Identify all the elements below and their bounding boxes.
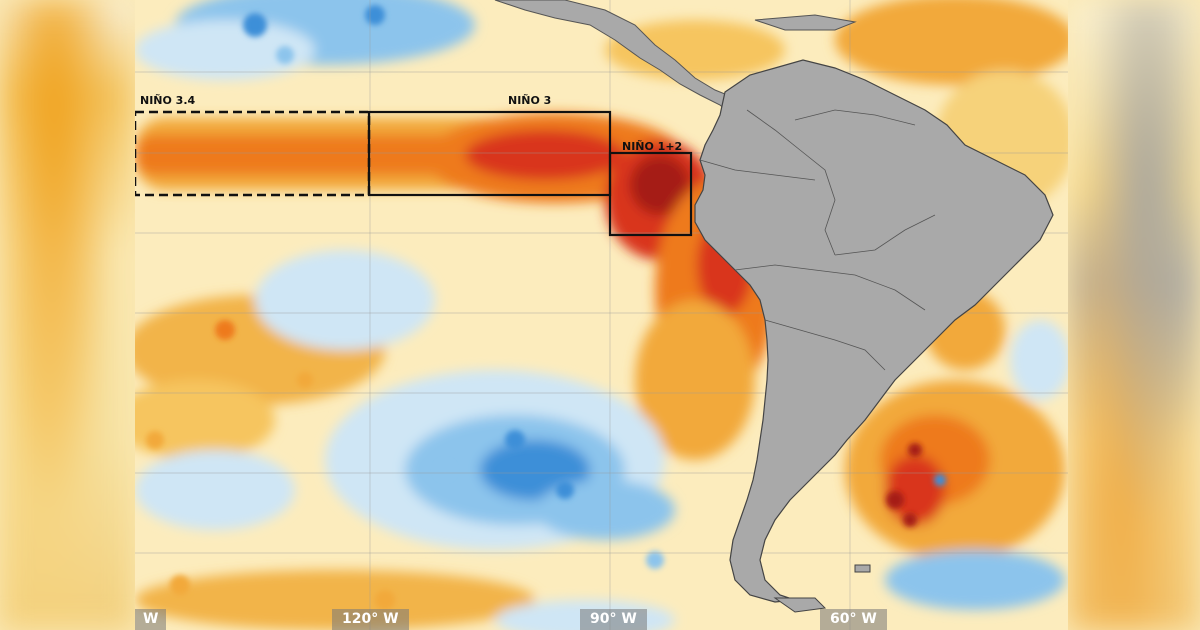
warm-core-deep: [630, 155, 690, 215]
cool-anomaly-northwest: [135, 20, 315, 80]
nino34-box: [135, 110, 371, 197]
nino12-box: [608, 151, 693, 237]
cool-patch-southwest: [135, 450, 295, 530]
warm-core-nino3: [465, 130, 625, 180]
sst-texture: [146, 5, 946, 610]
nino3-label: NIÑO 3: [508, 94, 552, 107]
blurred-background-right: [1068, 0, 1200, 630]
warm-atlantic-south-deep: [885, 455, 945, 525]
nino12-label: NIÑO 1+2: [622, 140, 683, 153]
longitude-label-left-edge: W: [135, 609, 167, 630]
sst-anomaly-map: NIÑO 3.4 NIÑO 3 NIÑO 1+2 W 120° W 90° W …: [135, 0, 1068, 630]
warm-belt-south: [135, 570, 535, 630]
warm-belt-southwest: [135, 380, 275, 460]
landmass-caribbean-islands: [754, 14, 857, 31]
warm-anomaly-central-america: [605, 20, 785, 80]
nino34-label: NIÑO 3.4: [140, 94, 196, 107]
map-canvas: [135, 0, 1068, 630]
longitude-label-120w: 120° W: [332, 609, 409, 630]
blurred-background-left: [0, 0, 135, 630]
cool-atlantic-east: [1010, 320, 1068, 400]
cool-atlantic-south: [885, 550, 1065, 610]
landmass-falklands: [854, 564, 871, 573]
landmass-south-america: [694, 59, 1054, 603]
longitude-label-90w: 90° W: [580, 609, 647, 630]
country-borders: [699, 109, 936, 371]
warm-anomaly-caribbean: [835, 0, 1068, 85]
sst-anomaly-field: [135, 0, 1068, 630]
warm-coastal-south: [635, 300, 755, 460]
cool-patch-southeast: [535, 480, 675, 540]
cool-patch-center: [255, 250, 435, 350]
longitude-label-60w: 60° W: [820, 609, 887, 630]
landmass-tierra-del-fuego: [773, 597, 827, 613]
